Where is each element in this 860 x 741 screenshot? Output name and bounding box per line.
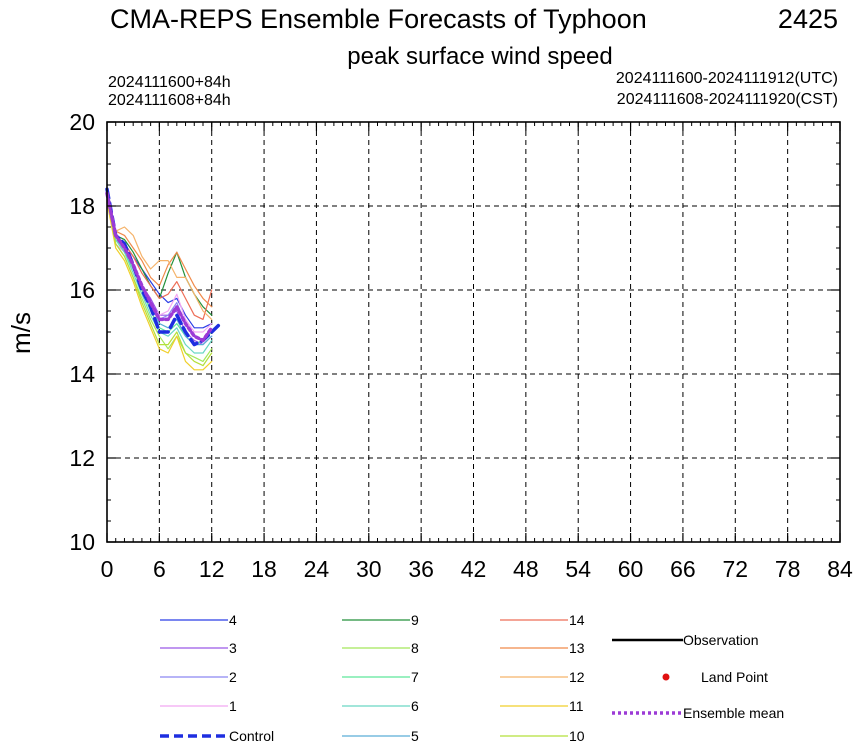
legend-label: Observation	[683, 632, 758, 648]
legend-label: 1	[229, 698, 237, 714]
run-info-right-1: 2024111600-2024111912(UTC)	[616, 70, 838, 87]
y-tick-label: 12	[69, 445, 95, 471]
chart-title: CMA-REPS Ensemble Forecasts of Typhoon	[110, 4, 647, 34]
x-tick-label: 6	[153, 556, 166, 582]
x-tick-label: 72	[722, 556, 748, 582]
legend-label: 7	[411, 669, 419, 685]
ticks	[106, 121, 841, 543]
x-tick-label: 78	[775, 556, 801, 582]
legend-label: 14	[569, 612, 585, 628]
x-tick-label: 18	[251, 556, 277, 582]
legend: 4 3 2 1 Control 9 8 7 6 5 14 13 12 11 10 Observation Lan…	[160, 612, 784, 741]
legend-label: 9	[411, 612, 419, 628]
series-line-12	[106, 188, 213, 320]
land-point-marker	[662, 673, 670, 681]
y-tick-label: 10	[69, 529, 95, 555]
x-tick-label: 0	[101, 556, 114, 582]
series-line-13	[106, 188, 213, 308]
series-line-control	[105, 187, 223, 347]
x-tick-label: 24	[304, 556, 330, 582]
tick-labels: 0 6 12 18 24 30 36 42 48 54 60 66 72 78 84 10 12 14 16 18 20	[69, 109, 853, 582]
legend-label: 12	[569, 669, 585, 685]
x-tick-label: 84	[827, 556, 853, 582]
run-info-right-2: 2024111608-2024111920(CST)	[617, 91, 838, 108]
legend-label: 5	[411, 728, 419, 741]
legend-label: 2	[229, 669, 237, 685]
y-axis-label: m/s	[6, 312, 36, 354]
chart-subtitle: peak surface wind speed	[347, 43, 613, 70]
x-tick-label: 48	[513, 556, 539, 582]
legend-label: 10	[569, 728, 585, 741]
run-info-left-2: 2024111608+84h	[108, 92, 231, 109]
x-tick-label: 60	[618, 556, 644, 582]
series-layer	[105, 187, 223, 371]
grid	[107, 122, 840, 542]
legend-label: Ensemble mean	[683, 705, 784, 721]
x-tick-label: 66	[670, 556, 696, 582]
y-tick-label: 20	[69, 109, 95, 135]
typhoon-id: 2425	[778, 4, 838, 34]
legend-label: Land Point	[701, 669, 768, 685]
legend-label: 6	[411, 698, 419, 714]
legend-label: 4	[229, 612, 237, 628]
legend-label: 13	[569, 640, 585, 656]
x-tick-label: 36	[408, 556, 434, 582]
x-tick-label: 30	[356, 556, 382, 582]
y-tick-label: 18	[69, 193, 95, 219]
run-info-left-1: 2024111600+84h	[108, 74, 231, 91]
legend-label: 3	[229, 640, 237, 656]
x-tick-label: 42	[461, 556, 487, 582]
legend-label: Control	[229, 728, 274, 741]
series-line-10	[106, 197, 213, 367]
y-tick-label: 16	[69, 277, 95, 303]
series-line-ensemble-mean	[105, 191, 214, 343]
legend-label: 11	[569, 698, 584, 714]
x-tick-label: 54	[565, 556, 591, 582]
x-tick-label: 12	[199, 556, 225, 582]
series-line-11	[106, 201, 213, 371]
legend-label: 8	[411, 640, 419, 656]
y-tick-label: 14	[69, 361, 95, 387]
